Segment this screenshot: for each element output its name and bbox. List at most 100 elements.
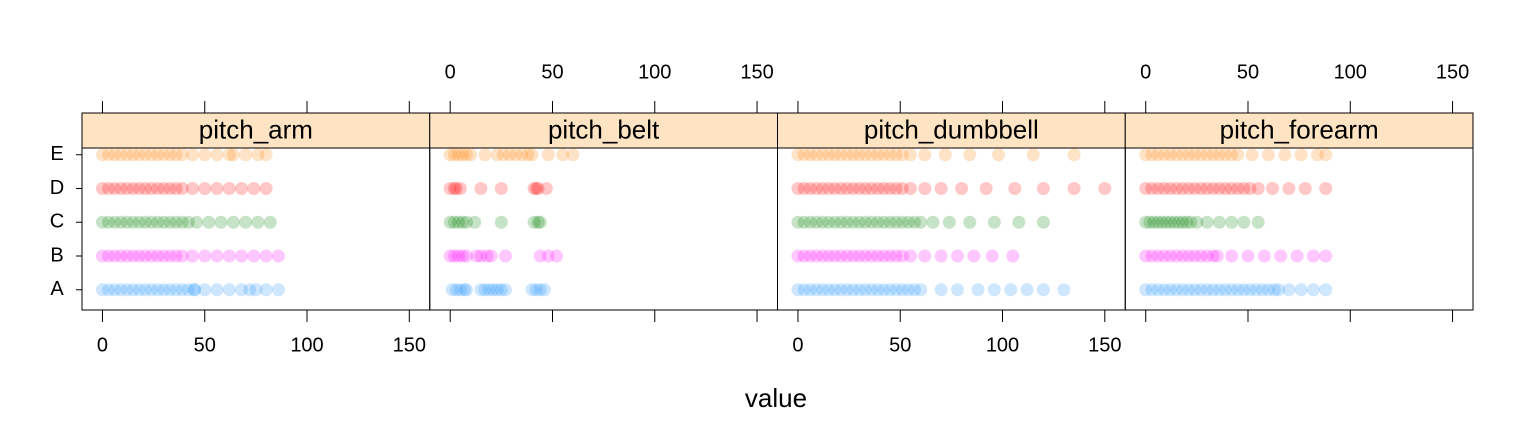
point xyxy=(531,182,545,195)
point xyxy=(877,249,891,263)
point xyxy=(198,249,212,263)
point xyxy=(259,148,273,162)
point xyxy=(822,182,836,195)
point xyxy=(865,249,879,263)
point xyxy=(447,215,461,229)
point xyxy=(934,182,948,195)
point xyxy=(1163,148,1177,162)
point xyxy=(1218,182,1232,195)
point xyxy=(550,249,564,263)
point xyxy=(210,249,224,263)
point xyxy=(822,148,836,162)
point xyxy=(126,283,140,297)
point xyxy=(1067,148,1081,162)
point xyxy=(1184,215,1198,229)
point xyxy=(1200,249,1214,263)
panel-title: pitch_dumbbell xyxy=(864,114,1039,144)
point xyxy=(474,249,488,263)
point xyxy=(858,148,872,162)
point xyxy=(108,215,122,229)
point xyxy=(1206,182,1220,195)
panel-title: pitch_belt xyxy=(548,114,660,144)
point xyxy=(114,215,128,229)
point xyxy=(963,148,977,162)
point xyxy=(529,283,543,297)
point xyxy=(132,215,146,229)
point xyxy=(840,249,854,263)
point xyxy=(95,148,109,162)
point xyxy=(126,182,140,195)
point xyxy=(1278,148,1292,162)
point xyxy=(871,182,885,195)
point xyxy=(1294,148,1308,162)
point xyxy=(858,215,872,229)
point xyxy=(235,182,249,195)
point xyxy=(883,182,897,195)
point xyxy=(1139,182,1153,195)
y-tick-label: D xyxy=(50,177,64,199)
point xyxy=(1182,283,1196,297)
point xyxy=(834,148,848,162)
panel-title: pitch_forearm xyxy=(1220,114,1379,144)
point xyxy=(478,148,492,162)
point xyxy=(1319,182,1333,195)
point xyxy=(1008,182,1022,195)
point xyxy=(1147,215,1161,229)
point xyxy=(175,283,189,297)
point xyxy=(1266,182,1280,195)
point xyxy=(151,249,165,263)
point xyxy=(908,283,922,297)
point xyxy=(132,182,146,195)
point xyxy=(918,182,932,195)
point xyxy=(1139,249,1153,263)
point xyxy=(1212,148,1226,162)
point xyxy=(883,249,897,263)
point xyxy=(451,249,465,263)
point xyxy=(1245,148,1259,162)
point xyxy=(157,249,171,263)
point xyxy=(455,249,469,263)
point xyxy=(1159,215,1173,229)
point xyxy=(271,249,285,263)
point xyxy=(791,249,805,263)
point xyxy=(1180,215,1194,229)
point xyxy=(460,249,474,263)
point xyxy=(1004,283,1018,297)
point xyxy=(1257,249,1271,263)
point xyxy=(991,148,1005,162)
point xyxy=(157,148,171,162)
point xyxy=(443,182,457,195)
point xyxy=(1282,182,1296,195)
point xyxy=(259,182,273,195)
point xyxy=(840,215,854,229)
point xyxy=(908,215,922,229)
point xyxy=(108,182,122,195)
point xyxy=(451,215,465,229)
point xyxy=(834,249,848,263)
point xyxy=(126,148,140,162)
point xyxy=(1231,148,1245,162)
point xyxy=(120,249,134,263)
point xyxy=(175,148,189,162)
point xyxy=(1218,148,1232,162)
point xyxy=(1237,182,1251,195)
point xyxy=(858,249,872,263)
point xyxy=(138,283,152,297)
point xyxy=(816,283,830,297)
point xyxy=(1237,215,1251,229)
point xyxy=(251,215,265,229)
point xyxy=(1182,148,1196,162)
point xyxy=(1206,283,1220,297)
point xyxy=(114,283,128,297)
point xyxy=(120,215,134,229)
point xyxy=(449,182,463,195)
point xyxy=(1012,215,1026,229)
point xyxy=(865,182,879,195)
point xyxy=(971,283,985,297)
point xyxy=(449,283,463,297)
point xyxy=(453,283,467,297)
point xyxy=(852,215,866,229)
point xyxy=(541,148,555,162)
point xyxy=(1298,182,1312,195)
point xyxy=(1151,182,1165,195)
